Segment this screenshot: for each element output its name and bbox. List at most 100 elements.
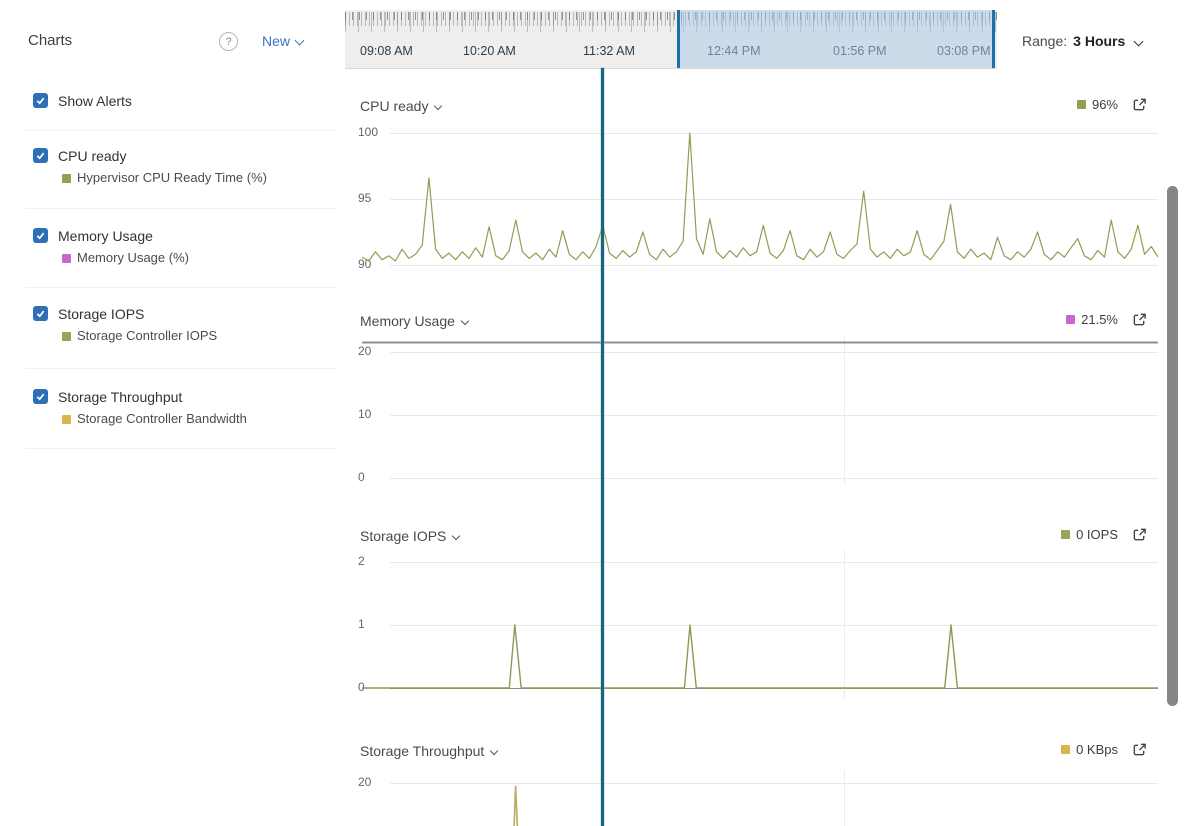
timeline-tick-label: 10:20 AM (463, 44, 516, 58)
y-tick-label: 2 (358, 554, 365, 568)
series-line (362, 132, 1158, 262)
checkbox-checked[interactable] (33, 148, 48, 163)
y-tick-label: 95 (358, 191, 372, 205)
scrollbar-thumb[interactable] (1167, 186, 1178, 706)
sidebar-item-storage-throughput[interactable]: Storage Throughput Storage Controller Ba… (33, 389, 333, 426)
gridline-vertical (843, 770, 845, 826)
chart-plot-area[interactable] (362, 550, 1158, 700)
export-icon[interactable] (1132, 97, 1147, 112)
sidebar-item-show-alerts[interactable]: Show Alerts (33, 93, 333, 109)
chart-title-dropdown[interactable]: Storage Throughput (360, 743, 499, 759)
series-color-swatch (62, 253, 71, 263)
chevron-down-icon (1133, 36, 1144, 46)
sidebar-item-label: Storage Throughput (58, 389, 183, 405)
chart-title: Memory Usage (360, 313, 455, 329)
series-line (513, 785, 519, 826)
gridline (390, 625, 1158, 626)
gridline (390, 562, 1158, 563)
storage-iops-chart: Storage IOPS 0 IOPS 2 1 0 (0, 520, 1198, 710)
y-tick-label: 1 (358, 617, 365, 631)
gridline (390, 415, 1158, 416)
range-label: Range: (1022, 33, 1068, 49)
y-tick-label: 10 (358, 407, 372, 421)
chevron-down-icon (452, 531, 461, 541)
sidebar-item-cpu-ready[interactable]: CPU ready Hypervisor CPU Ready Time (%) (33, 148, 333, 185)
help-glyph: ? (225, 35, 232, 48)
sidebar-item-label: CPU ready (58, 148, 127, 164)
y-tick-label: 0 (358, 470, 365, 484)
sidebar-item-label: Storage IOPS (58, 306, 145, 322)
memory-usage-chart: Memory Usage 21.5% 20 10 0 (0, 305, 1198, 495)
storage-throughput-chart: Storage Throughput 0 KBps 20 (0, 735, 1198, 826)
legend-value: 96% (1091, 97, 1118, 112)
legend-value: 21.5% (1081, 312, 1118, 327)
chart-title-dropdown[interactable]: CPU ready (360, 98, 443, 114)
new-dropdown-label: New (262, 33, 291, 49)
gridline (390, 783, 1158, 784)
divider (26, 208, 338, 209)
legend-value: 0 IOPS (1076, 527, 1118, 542)
series-color-swatch (62, 173, 71, 183)
series-label: Memory Usage (%) (77, 250, 189, 265)
series-label: Hypervisor CPU Ready Time (%) (77, 170, 267, 185)
divider (26, 368, 338, 369)
y-tick-label: 100 (358, 125, 379, 139)
divider (26, 130, 338, 131)
y-tick-label: 0 (358, 680, 365, 694)
sidebar-item-label: Show Alerts (58, 93, 132, 109)
timeline-tick-label: 11:32 AM (583, 44, 635, 58)
chevron-down-icon (460, 316, 470, 326)
gridline (390, 199, 1158, 200)
y-tick-label: 20 (358, 775, 372, 789)
legend-color-swatch (1066, 315, 1076, 324)
chart-plot-area[interactable] (362, 770, 1158, 826)
gridline-vertical (843, 335, 845, 485)
chart-title: Storage IOPS (360, 528, 447, 544)
time-cursor-line[interactable] (601, 68, 604, 826)
series-label: Storage Controller Bandwidth (77, 411, 247, 426)
sidebar-item-storage-iops[interactable]: Storage IOPS Storage Controller IOPS (33, 306, 333, 343)
checkbox-checked[interactable] (33, 389, 48, 404)
divider (26, 287, 338, 288)
new-dropdown[interactable]: New (262, 33, 305, 49)
series-line (362, 624, 1158, 689)
gridline (390, 265, 1158, 266)
page-title: Charts (28, 32, 73, 49)
timeline-tick-label: 09:08 AM (360, 44, 413, 58)
timeline-selection[interactable] (677, 10, 995, 68)
legend-color-swatch (1061, 745, 1071, 754)
y-tick-label: 20 (358, 344, 372, 358)
export-icon[interactable] (1132, 527, 1147, 542)
chart-plot-area[interactable] (362, 120, 1158, 280)
gridline (390, 478, 1158, 479)
gridline (390, 352, 1158, 353)
range-value: 3 Hours (1073, 33, 1126, 49)
sidebar-item-label: Memory Usage (58, 228, 153, 244)
checkbox-checked[interactable] (33, 228, 48, 243)
divider (26, 448, 338, 449)
chart-plot-area[interactable] (362, 335, 1158, 485)
chart-title-dropdown[interactable]: Memory Usage (360, 313, 470, 329)
chevron-down-icon (490, 746, 499, 756)
gridline (390, 133, 1158, 134)
cpu-ready-chart: CPU ready 96% 100 95 90 (0, 90, 1198, 285)
export-icon[interactable] (1132, 312, 1147, 327)
chart-title: Storage Throughput (360, 743, 485, 759)
range-selector[interactable]: Range: 3 Hours (1022, 33, 1144, 49)
sidebar-item-memory-usage[interactable]: Memory Usage Memory Usage (%) (33, 228, 333, 265)
help-icon[interactable]: ? (219, 32, 238, 51)
checkbox-checked[interactable] (33, 93, 48, 108)
series-label: Storage Controller IOPS (77, 328, 218, 343)
timeline-ticks-texture (345, 12, 997, 20)
chevron-down-icon (294, 35, 305, 46)
legend-value: 0 KBps (1076, 742, 1118, 757)
legend-color-swatch (1076, 100, 1086, 109)
timeline-scrubber[interactable]: 09:08 AM 10:20 AM 11:32 AM 12:44 PM 01:5… (345, 10, 997, 69)
legend-color-swatch (1061, 530, 1071, 539)
chart-title-dropdown[interactable]: Storage IOPS (360, 528, 461, 544)
export-icon[interactable] (1132, 742, 1147, 757)
chevron-down-icon (434, 101, 443, 111)
checkbox-checked[interactable] (33, 306, 48, 321)
series-color-swatch (62, 331, 71, 341)
